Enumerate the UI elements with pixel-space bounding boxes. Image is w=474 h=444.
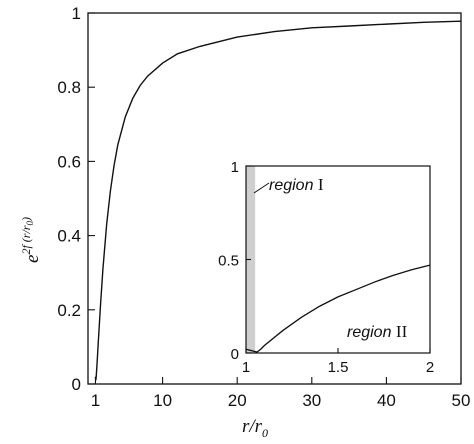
inset-x-tick-label: 1.5 bbox=[328, 359, 349, 376]
main-chart: 1 10 20 30 40 50 00.20.40.60.81 r/r0 e2f (r/r… bbox=[19, 4, 470, 440]
inset-x-tick-label: 2 bbox=[426, 359, 434, 376]
main-x-tick-label: 50 bbox=[452, 391, 471, 410]
x-axis-label: r/r0 bbox=[242, 416, 268, 440]
region-one-pointer bbox=[253, 182, 270, 194]
inset-x-ticks: 1 1.5 2 bbox=[242, 348, 434, 376]
main-plot-frame bbox=[87, 12, 462, 385]
main-x-tick-label: 30 bbox=[302, 391, 321, 410]
main-x-tick-label: 1 bbox=[91, 391, 100, 410]
main-x-tick-label: 40 bbox=[377, 391, 396, 410]
main-y-tick-label: 1 bbox=[72, 4, 81, 23]
main-x-ticks: 1 10 20 30 40 50 bbox=[91, 377, 471, 410]
inset-y-tick-label: 0.5 bbox=[218, 253, 239, 270]
main-y-tick-label: 0.6 bbox=[57, 152, 81, 171]
main-curve-line bbox=[94, 20, 462, 381]
inset-chart: 1 1.5 2 00.51 region I region II bbox=[218, 159, 434, 376]
y-axis-label: e2f (r/r0) bbox=[19, 217, 43, 263]
region-two-label: region II bbox=[347, 322, 408, 341]
main-y-tick-label: 0.4 bbox=[57, 227, 81, 246]
inset-background bbox=[246, 166, 430, 353]
inset-curve-line bbox=[245, 264, 431, 353]
inset-y-ticks: 00.51 bbox=[218, 159, 251, 363]
main-y-tick-label: 0.2 bbox=[57, 301, 81, 320]
region-one-label: region I bbox=[269, 175, 324, 194]
inset-x-tick-label: 1 bbox=[242, 359, 250, 376]
main-y-tick-label: 0.8 bbox=[57, 78, 81, 97]
main-x-tick-label: 10 bbox=[153, 391, 172, 410]
main-x-tick-label: 20 bbox=[228, 391, 247, 410]
inset-y-tick-label: 1 bbox=[231, 159, 239, 176]
main-y-ticks: 0 0.2 0.4 0.6 0.8 1 bbox=[57, 4, 95, 394]
inset-y-tick-label: 0 bbox=[231, 346, 239, 363]
main-y-tick-label: 0 bbox=[72, 375, 81, 394]
